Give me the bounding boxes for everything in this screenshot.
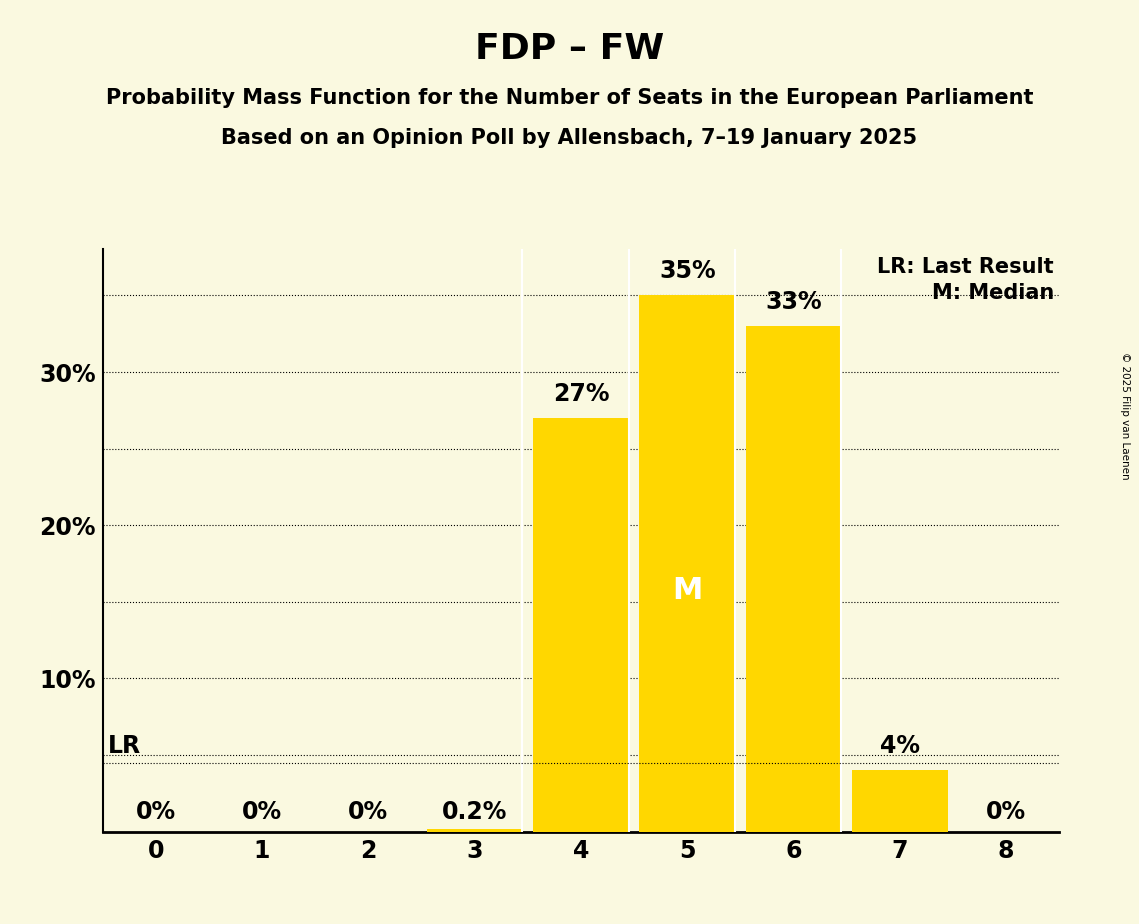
- Bar: [427, 829, 523, 832]
- Bar: [746, 326, 842, 832]
- Text: 4%: 4%: [879, 734, 920, 758]
- Text: Based on an Opinion Poll by Allensbach, 7–19 January 2025: Based on an Opinion Poll by Allensbach, …: [221, 128, 918, 148]
- Text: LR: LR: [108, 734, 141, 758]
- Text: 0%: 0%: [986, 800, 1026, 824]
- Text: FDP – FW: FDP – FW: [475, 32, 664, 67]
- Text: © 2025 Filip van Laenen: © 2025 Filip van Laenen: [1121, 352, 1130, 480]
- Text: LR: Last Result: LR: Last Result: [877, 257, 1054, 277]
- Text: 0%: 0%: [136, 800, 175, 824]
- Bar: [852, 771, 948, 832]
- Text: 27%: 27%: [552, 382, 609, 406]
- Text: 33%: 33%: [765, 290, 822, 314]
- Bar: [639, 296, 735, 832]
- Text: M: Median: M: Median: [932, 283, 1054, 303]
- Text: Probability Mass Function for the Number of Seats in the European Parliament: Probability Mass Function for the Number…: [106, 88, 1033, 108]
- Text: 35%: 35%: [658, 259, 715, 283]
- Text: 0%: 0%: [241, 800, 282, 824]
- Text: M: M: [672, 576, 703, 605]
- Text: 0.2%: 0.2%: [442, 800, 507, 824]
- Text: 0%: 0%: [349, 800, 388, 824]
- Bar: [533, 418, 629, 832]
